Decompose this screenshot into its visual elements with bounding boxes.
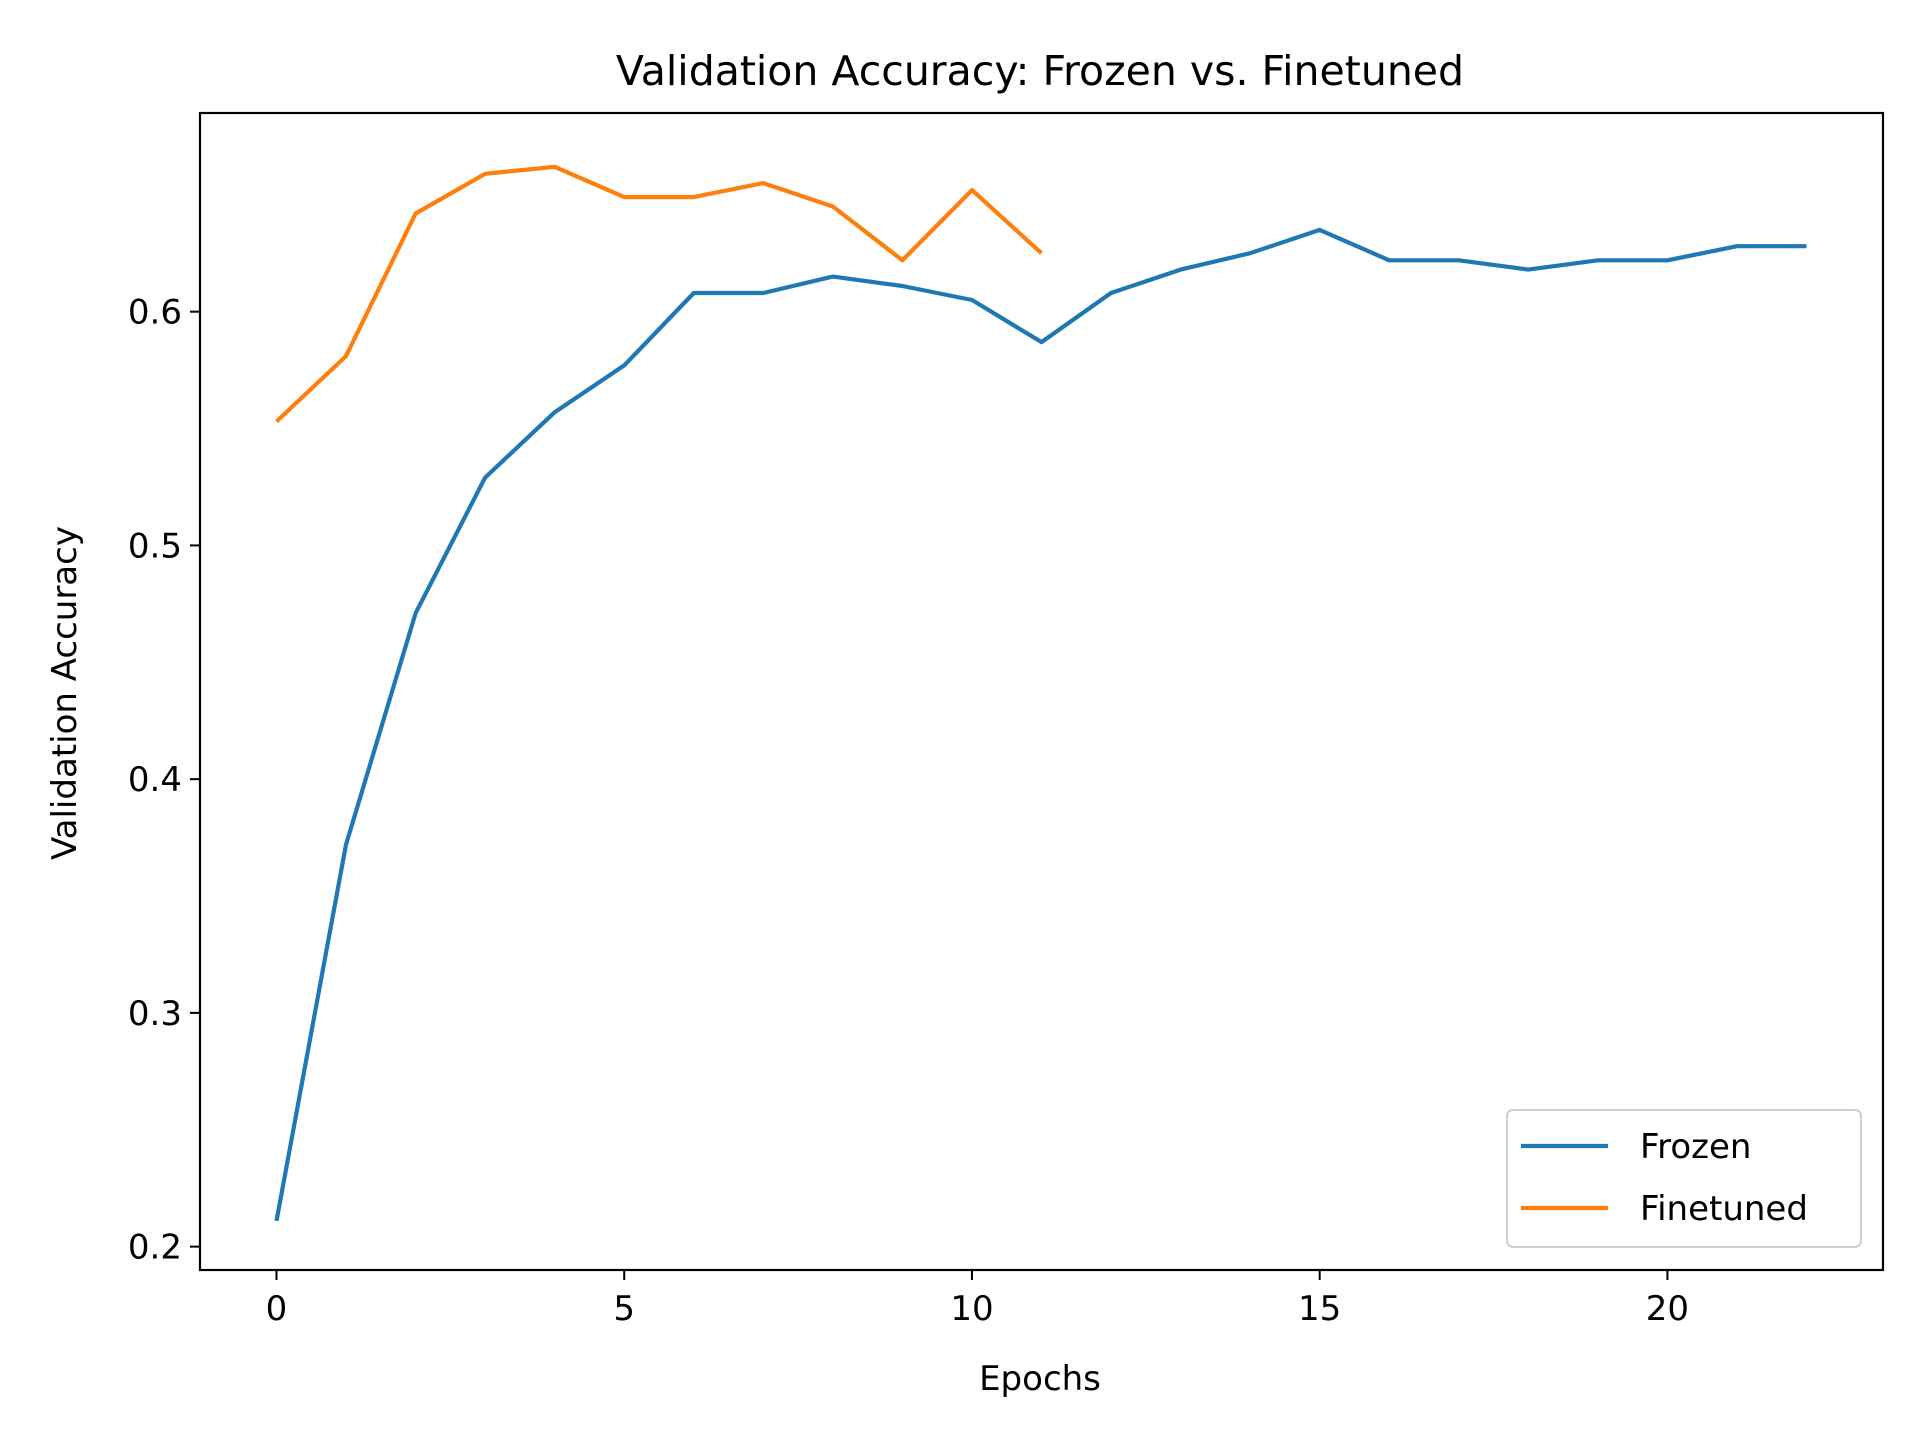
y-axis-label: Validation Accuracy [45,526,85,860]
x-tick-label: 5 [613,1289,635,1329]
x-tick-label: 20 [1646,1289,1689,1329]
x-tick-label: 10 [950,1289,993,1329]
y-tick-label: 0.3 [128,994,182,1034]
y-axis-ticks: 0.2 0.3 0.4 0.5 0.6 [128,293,200,1268]
legend-label-frozen: Frozen [1640,1127,1751,1167]
x-axis-ticks: 0 5 10 15 20 [266,1270,1689,1329]
series-line-frozen [274,227,1807,1222]
legend: Frozen Finetuned [1506,1109,1862,1248]
chart-title: Validation Accuracy: Frozen vs. Finetune… [616,47,1464,95]
x-tick-label: 15 [1298,1289,1341,1329]
plot-lines [274,164,1807,1222]
legend-label-finetuned: Finetuned [1640,1189,1808,1229]
y-tick-label: 0.6 [128,293,182,333]
y-tick-label: 0.5 [128,526,182,566]
series-line-finetuned [275,164,1043,424]
y-tick-label: 0.4 [128,760,182,800]
y-tick-label: 0.2 [128,1228,182,1268]
x-axis-label: Epochs [979,1359,1101,1399]
x-tick-label: 0 [266,1289,288,1329]
plot-area-frame [198,111,1885,1272]
